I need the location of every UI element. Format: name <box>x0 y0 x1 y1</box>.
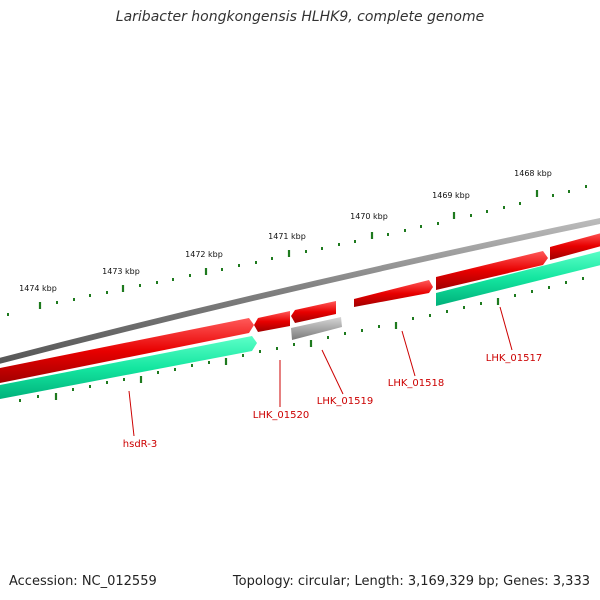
reverse-strand-genes <box>0 250 600 400</box>
map-title: Laribacter hongkongensis HLHK9, complete… <box>115 9 485 25</box>
ruler-minor-ticks <box>7 185 587 316</box>
gene-lhk01519-rna[interactable] <box>291 317 342 340</box>
ruler-label-1472: 1472 kbp <box>185 250 223 259</box>
ruler-label-1474: 1474 kbp <box>19 284 57 293</box>
gene-label-lhk01520[interactable]: LHK_01520 <box>253 410 309 421</box>
gene-forward-small[interactable] <box>254 311 290 332</box>
gene-label-lhk01517[interactable]: LHK_01517 <box>486 353 542 364</box>
ruler-label-1470: 1470 kbp <box>350 212 388 221</box>
gene-forward-lhk01518[interactable] <box>354 280 433 307</box>
label-leaders <box>128 306 513 437</box>
gene-labels: hsdR-3 LHK_01520 LHK_01519 LHK_01518 LHK… <box>123 353 542 450</box>
gene-reverse-left[interactable] <box>0 336 257 400</box>
ruler-label-1468: 1468 kbp <box>514 169 552 178</box>
ruler-labels: 1474 kbp 1473 kbp 1472 kbp 1471 kbp 1470… <box>19 169 552 293</box>
ruler-major-ticks <box>38 190 539 309</box>
gene-forward-edge[interactable] <box>550 232 600 260</box>
genome-ring <box>0 218 600 364</box>
gene-forward-lhk01517[interactable] <box>436 251 548 290</box>
genome-summary-text: Topology: circular; Length: 3,169,329 bp… <box>232 574 590 589</box>
ruler-label-1471: 1471 kbp <box>268 232 306 241</box>
forward-strand-genes <box>0 232 600 384</box>
gene-label-hsdR-3[interactable]: hsdR-3 <box>123 439 157 450</box>
gene-reverse-right[interactable] <box>436 250 600 306</box>
ruler-label-1469: 1469 kbp <box>432 191 470 200</box>
gene-forward-lhk01520[interactable] <box>291 301 336 323</box>
gene-label-lhk01518[interactable]: LHK_01518 <box>388 378 444 389</box>
inner-ruler-ticks <box>19 277 584 402</box>
gene-hsdR-3-forward[interactable] <box>0 318 254 384</box>
inner-ruler-major-ticks <box>54 298 500 400</box>
gene-label-lhk01519[interactable]: LHK_01519 <box>317 396 373 407</box>
accession-text: Accession: NC_012559 <box>9 574 157 589</box>
ruler-label-1473: 1473 kbp <box>102 267 140 276</box>
